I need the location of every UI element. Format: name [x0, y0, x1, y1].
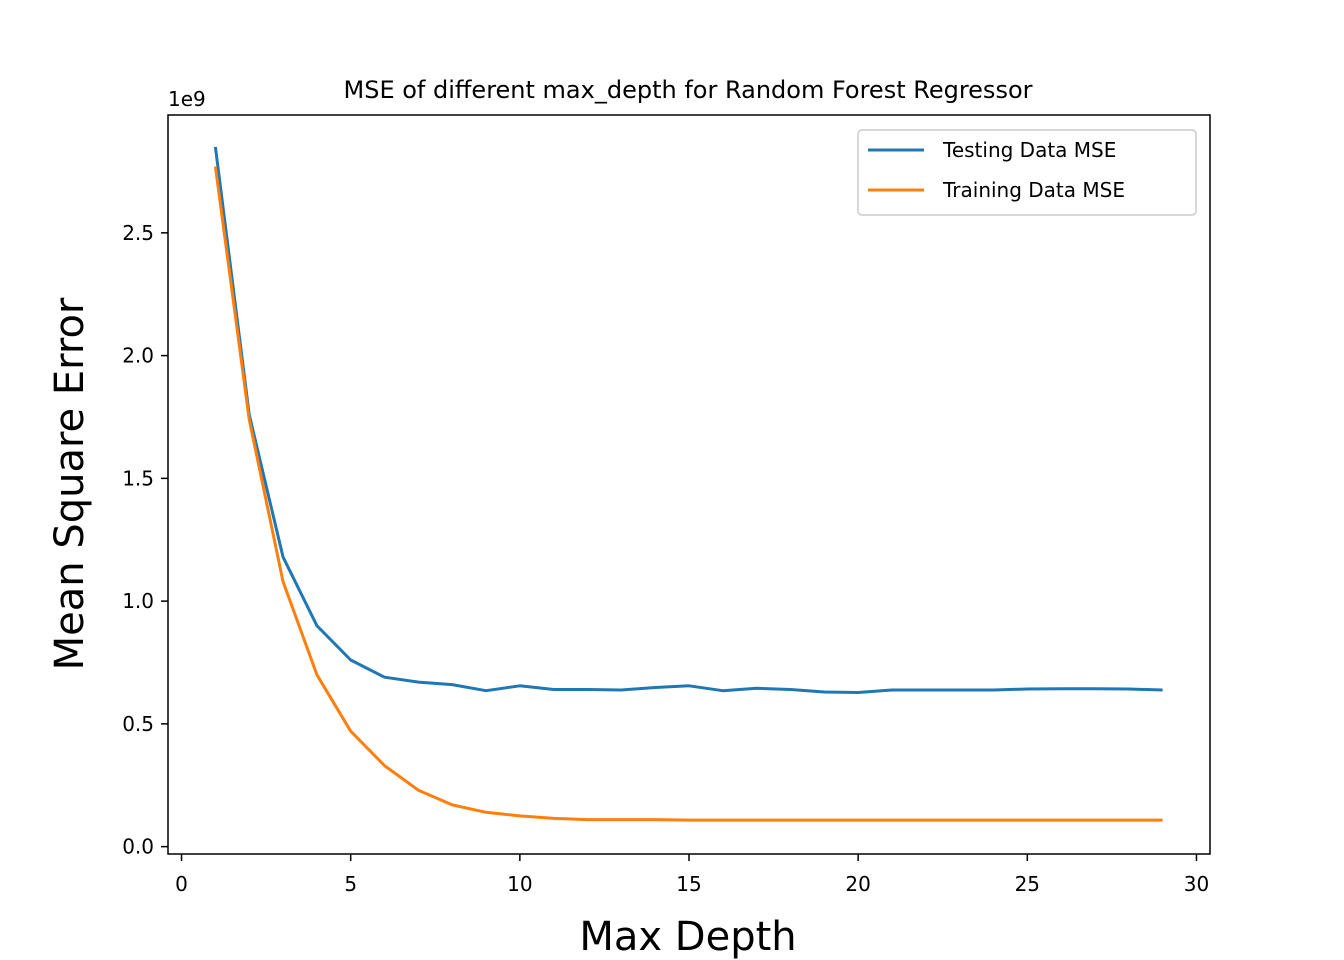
- chart-title: MSE of different max_depth for Random Fo…: [344, 76, 1033, 104]
- series-line-training-data-mse: [213, 166, 1163, 822]
- x-tick-label: 15: [676, 872, 701, 896]
- y-tick-label: 0.0: [122, 835, 154, 859]
- legend: Testing Data MSE Training Data MSE: [857, 129, 1197, 216]
- x-axis-ticks: 0 5 10 15 20 25 30: [175, 854, 1209, 896]
- x-tick-label: 30: [1184, 872, 1209, 896]
- y-tick-label: 2.5: [122, 221, 154, 245]
- series-lines: [213, 146, 1163, 822]
- legend-label-training: Training Data MSE: [942, 178, 1125, 202]
- x-tick-label: 10: [507, 872, 532, 896]
- x-tick-label: 5: [344, 872, 357, 896]
- legend-frame: [857, 129, 1197, 216]
- x-tick-label: 20: [845, 872, 870, 896]
- y-tick-label: 1.0: [122, 589, 154, 613]
- x-tick-label: 0: [175, 872, 188, 896]
- y-axis-title: Mean Square Error: [47, 297, 93, 670]
- plot-frame: [167, 114, 1211, 855]
- x-tick-label: 25: [1015, 872, 1040, 896]
- y-offset-label: 1e9: [168, 87, 206, 111]
- legend-label-testing: Testing Data MSE: [942, 138, 1116, 162]
- y-tick-label: 1.5: [122, 466, 154, 490]
- y-tick-label: 2.0: [122, 344, 154, 368]
- series-line-testing-data-mse: [213, 146, 1163, 694]
- y-axis-ticks: 0.0 0.5 1.0 1.5 2.0 2.5: [122, 221, 168, 859]
- x-axis-title: Max Depth: [579, 914, 796, 960]
- y-tick-label: 0.5: [122, 712, 154, 736]
